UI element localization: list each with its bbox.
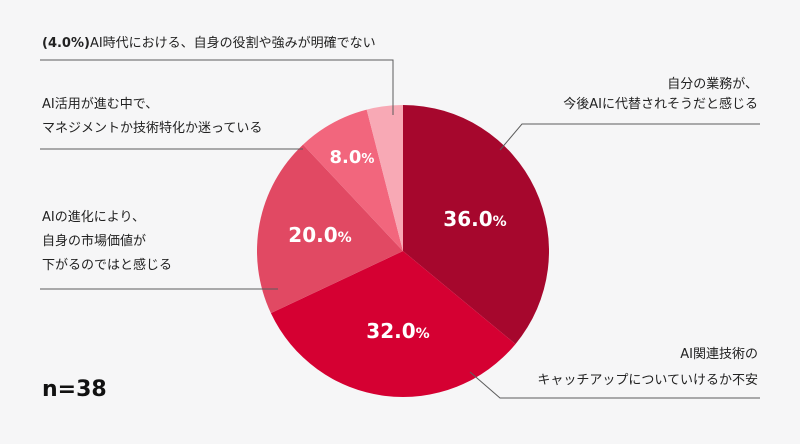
slice-value-label-3: 8.0% [330, 147, 375, 168]
leader-line-4 [40, 59, 394, 115]
category-label-3-line-0: AI活用が進む中で、 [42, 97, 158, 112]
category-label-0-line-1: 今後AIに代替されそうだと感じる [563, 96, 758, 112]
pie-slice-2 [257, 144, 403, 314]
pie-slice-3 [303, 109, 403, 252]
category-label-2-line-2: 下がるのではと感じる [42, 257, 172, 273]
category-label-1-line-0: AI関連技術の [680, 347, 758, 362]
pie-slice-1 [270, 251, 516, 397]
category-label-3-line-1: マネジメントか技術特化か迷っている [42, 121, 262, 136]
category-label-2-line-1: 自身の市場価値が [42, 233, 146, 249]
category-label-2-line-0: AIの進化により、 [42, 210, 145, 225]
category-label-1-line-1: キャッチアップについていけるか不安 [537, 373, 758, 388]
pie-slice-4 [366, 105, 403, 251]
leader-line-1 [469, 371, 760, 399]
category-label-0-line-0: 自分の業務が、 [667, 76, 758, 92]
pie-slice-0 [403, 105, 549, 345]
leader-line-0 [499, 123, 760, 151]
category-label-4-line-0: (4.0%)AI時代における、自身の役割や強みが明確でない [42, 35, 376, 51]
sample-size-label: n=38 [42, 377, 107, 402]
